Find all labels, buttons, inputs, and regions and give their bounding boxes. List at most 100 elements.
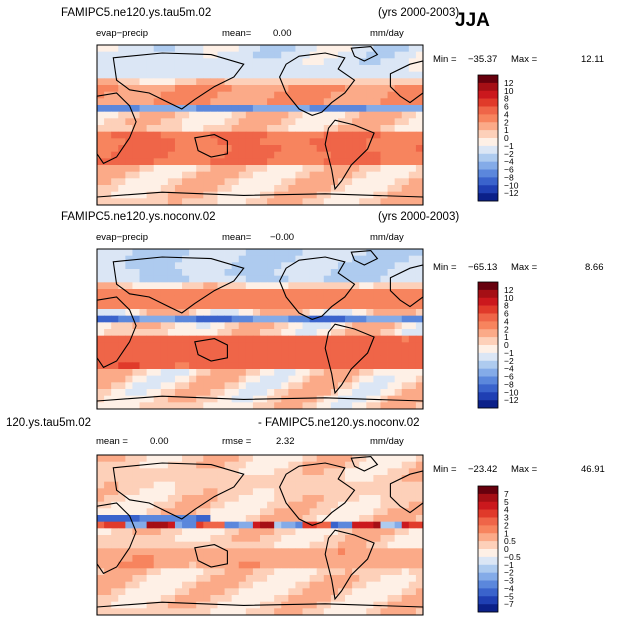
heatmap-cell	[394, 138, 403, 146]
heatmap-cell	[309, 568, 318, 576]
heatmap-cell	[323, 342, 332, 350]
heatmap-cell	[274, 608, 282, 616]
heatmap-cell	[345, 335, 353, 343]
heatmap-cell	[245, 581, 254, 589]
heatmap-cell	[146, 262, 155, 270]
coastline-africa	[96, 502, 137, 575]
heatmap-cell	[153, 125, 162, 133]
heatmap-cell	[231, 528, 240, 536]
heatmap-cell	[295, 329, 303, 337]
heatmap-cell	[345, 508, 353, 516]
heatmap-cell	[217, 58, 225, 66]
heatmap-cell	[217, 575, 225, 583]
colorbar-tick-label: 1	[504, 528, 509, 538]
heatmap-cell	[231, 375, 240, 383]
heatmap-cell	[231, 349, 240, 357]
heatmap-cell	[231, 575, 240, 583]
heatmap-cell	[380, 468, 388, 476]
heatmap-cell	[380, 342, 388, 350]
heatmap-cell	[260, 595, 268, 603]
heatmap-cell	[387, 315, 396, 323]
heatmap-cell	[415, 535, 424, 543]
heatmap-cell	[146, 568, 155, 576]
heatmap-cell	[288, 165, 296, 173]
heatmap-cell	[224, 309, 233, 317]
heatmap-cell	[330, 309, 339, 317]
heatmap-cell	[359, 402, 367, 410]
heatmap-cell	[210, 395, 218, 403]
heatmap-cell	[217, 508, 225, 516]
heatmap-cell	[309, 581, 318, 589]
heatmap-cell	[160, 355, 169, 363]
heatmap-cell	[323, 555, 332, 563]
heatmap-cell	[97, 171, 105, 179]
heatmap-cell	[337, 165, 346, 173]
heatmap-cell	[118, 275, 126, 283]
heatmap-cell	[167, 51, 176, 59]
colorbar-swatch	[478, 368, 498, 377]
heatmap-cell	[231, 165, 240, 173]
heatmap-cell	[139, 269, 148, 277]
heatmap-cell	[125, 581, 133, 589]
heatmap-cell	[210, 561, 218, 569]
heatmap-cell	[415, 302, 424, 310]
heatmap-cell	[316, 185, 325, 193]
heatmap-cell	[337, 355, 346, 363]
heatmap-cell	[330, 91, 339, 99]
colorbar-tick-label: −8	[504, 172, 514, 182]
heatmap-cell	[366, 249, 374, 257]
heatmap-cell	[196, 158, 204, 166]
heatmap-cell	[295, 282, 303, 290]
heatmap-cell	[153, 131, 162, 139]
heatmap-cell	[104, 309, 112, 317]
heatmap-cell	[104, 601, 112, 609]
heatmap-cell	[408, 295, 417, 303]
heatmap-cell	[97, 185, 105, 193]
heatmap-cell	[337, 362, 346, 370]
heatmap-cell	[387, 515, 396, 523]
colorbar-tick-label: 5	[504, 497, 509, 507]
heatmap-cell	[330, 262, 339, 270]
heatmap-cell	[316, 601, 325, 609]
heatmap-cell	[302, 561, 311, 569]
heatmap-cell	[203, 249, 211, 257]
heatmap-cell	[260, 349, 268, 357]
heatmap-cell	[387, 105, 396, 113]
heatmap-cell	[295, 322, 303, 330]
heatmap-cell	[394, 488, 403, 496]
heatmap-cell	[415, 105, 424, 113]
heatmap-cell	[359, 561, 367, 569]
heatmap-cell	[267, 535, 275, 543]
heatmap-cell	[139, 488, 148, 496]
heatmap-cell	[380, 355, 388, 363]
heatmap-cell	[224, 575, 233, 583]
heatmap-cell	[387, 65, 396, 73]
heatmap-cell	[330, 58, 339, 66]
heatmap-cell	[111, 588, 119, 596]
heatmap-cell	[189, 131, 197, 139]
heatmap-cell	[366, 501, 374, 509]
heatmap-cell	[387, 541, 396, 549]
heatmap-cell	[345, 481, 353, 489]
colorbar-swatch	[478, 145, 498, 155]
heatmap-cell	[359, 488, 367, 496]
heatmap-cell	[309, 58, 318, 66]
heatmap-cell	[146, 171, 155, 179]
heatmap-cell	[415, 575, 424, 583]
heatmap-cell	[373, 541, 381, 549]
heatmap-cell	[104, 71, 112, 79]
heatmap-cell	[281, 475, 289, 483]
heatmap-cell	[359, 262, 367, 270]
heatmap-cell	[182, 198, 190, 206]
heatmap-cell	[224, 91, 233, 99]
heatmap-cell	[408, 118, 417, 126]
heatmap-cell	[111, 198, 119, 206]
heatmap-cell	[203, 131, 211, 139]
heatmap-cell	[160, 389, 169, 397]
heatmap-cell	[245, 528, 254, 536]
heatmap-cell	[359, 322, 367, 330]
heatmap-cell	[295, 78, 303, 86]
heatmap-cell	[231, 145, 240, 153]
heatmap-cell	[174, 608, 183, 616]
heatmap-cell	[373, 111, 381, 119]
